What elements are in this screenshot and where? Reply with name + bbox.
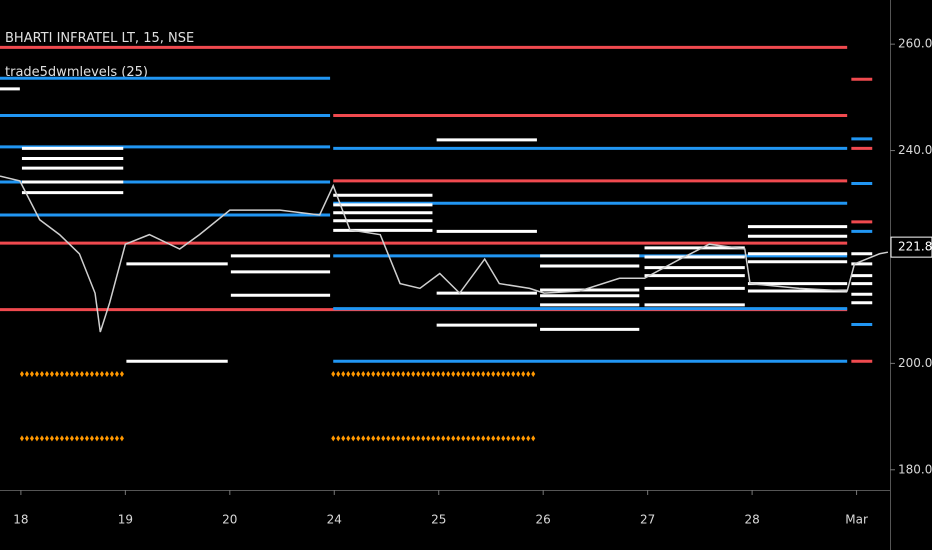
marker-row (331, 435, 536, 442)
chart-title: BHARTI INFRATEL LT, 15, NSE (5, 31, 194, 46)
x-tick-label: 27 (640, 513, 655, 527)
marker-row (19, 371, 124, 378)
x-tick-label: 24 (327, 513, 342, 527)
last-price-box (890, 236, 932, 258)
x-tick-label: Mar (845, 513, 868, 527)
x-tick-label: 20 (222, 513, 237, 527)
x-tick-label: 19 (118, 513, 133, 527)
x-tick-label: 26 (536, 513, 551, 527)
indicator-label: trade5dwmlevels (25) (5, 65, 148, 80)
plot-area (0, 45, 889, 442)
y-tick-label: 200.00 (898, 356, 932, 370)
x-tick-label: 25 (431, 513, 446, 527)
x-tick-label: 18 (13, 513, 28, 527)
x-tick-label: 28 (744, 513, 759, 527)
marker-row (19, 435, 124, 442)
y-tick-label: 240.00 (898, 143, 932, 157)
last-price-label: 221.85 (898, 240, 932, 254)
y-tick-label: 180.00 (898, 462, 932, 476)
marker-row (331, 371, 536, 378)
y-tick-label: 260.00 (898, 37, 932, 51)
price-line (0, 175, 889, 333)
